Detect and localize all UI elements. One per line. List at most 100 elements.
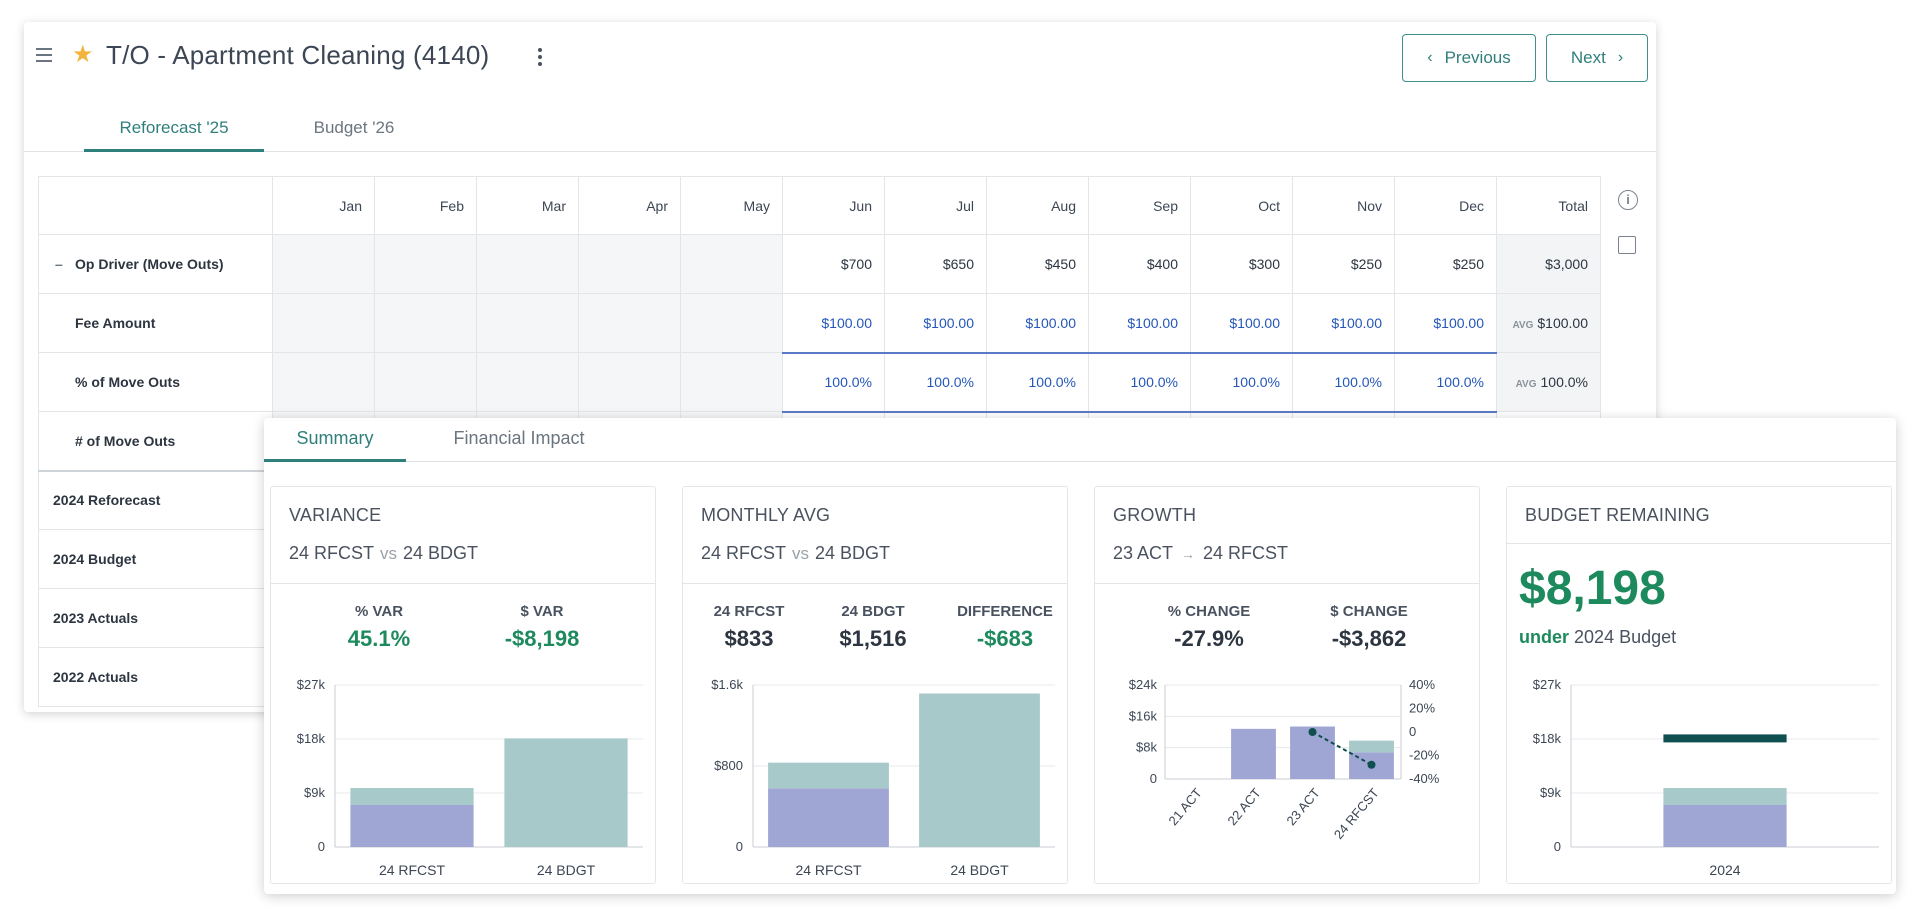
- y-tick-label: $1.6k: [711, 677, 743, 692]
- month-header: Apr: [578, 176, 681, 235]
- input-cell[interactable]: $100.00: [1190, 293, 1293, 353]
- compare-b: 24 RFCST: [1203, 543, 1289, 563]
- tab-financial-impact[interactable]: Financial Impact: [453, 428, 585, 448]
- monthly-avg-card: MONTHLY AVG 24 RFCST vs 24 BDGT 24 RFCST $…: [682, 486, 1068, 884]
- divider: [683, 583, 1067, 584]
- collapse-icon[interactable]: –: [55, 256, 63, 272]
- metric-dollar-change: $ CHANGE -$3,862: [1313, 603, 1425, 652]
- metric-value: -$3,862: [1331, 626, 1407, 651]
- avg-tag: AVG: [1512, 320, 1534, 331]
- y-tick-label: $9k: [304, 785, 325, 800]
- bar: [504, 738, 628, 847]
- tab-summary[interactable]: Summary: [264, 418, 406, 462]
- month-header: Oct: [1190, 176, 1293, 235]
- input-cell[interactable]: $100.00: [782, 293, 885, 353]
- chevron-right-icon: ›: [1617, 49, 1624, 66]
- cell: [578, 234, 681, 294]
- info-icon[interactable]: i: [1618, 190, 1638, 210]
- under-word: under: [1519, 627, 1570, 647]
- cell[interactable]: $250: [1394, 234, 1497, 294]
- grid-corner: [38, 176, 273, 235]
- cell: [476, 352, 579, 412]
- y2-tick-label: -40%: [1409, 771, 1440, 786]
- remaining-caption: under 2024 Budget: [1519, 627, 1676, 648]
- y-tick-label: $16k: [1129, 708, 1158, 723]
- x-tick-label: 24 RFCST: [379, 862, 446, 878]
- history-label: 2024 Budget: [38, 529, 273, 589]
- metric-label: 24 RFCST: [713, 603, 785, 620]
- history-label: 2024 Reforecast: [38, 470, 273, 530]
- x-tick-label: 24 BDGT: [537, 862, 596, 878]
- row-label: Fee Amount: [38, 293, 273, 353]
- input-cell[interactable]: $100.00: [884, 293, 987, 353]
- cell: [374, 352, 477, 412]
- cell: [272, 352, 375, 412]
- page-title: T/O - Apartment Cleaning (4140): [106, 40, 490, 70]
- divider: [271, 583, 655, 584]
- metric-label: DIFFERENCE: [957, 603, 1053, 620]
- metric-label: $ VAR: [520, 603, 564, 620]
- metric-value: $833: [724, 626, 774, 651]
- cell[interactable]: $450: [986, 234, 1089, 294]
- metric-label: % VAR: [354, 603, 404, 620]
- arrow-right-icon: →: [1181, 546, 1196, 562]
- pct-change-line: [1312, 731, 1372, 766]
- total-value: $100.00: [1537, 315, 1588, 331]
- x-tick-label: 23 ACT: [1283, 785, 1322, 828]
- cell[interactable]: $700: [782, 234, 885, 294]
- monthly-avg-chart: 0 $800 $1.6k 24 RFCST 24 BDGT: [711, 677, 1055, 878]
- remaining-value: $8,198: [1519, 562, 1666, 615]
- input-cell[interactable]: 100.0%: [884, 351, 987, 413]
- pct-change-point: [1308, 728, 1317, 736]
- table-row: Fee Amount $100.00 $100.00 $100.00 $100.…: [38, 293, 1601, 353]
- month-header: Nov: [1292, 176, 1395, 235]
- cell: [374, 293, 477, 353]
- input-cell[interactable]: $100.00: [1394, 293, 1497, 353]
- next-button-label: Next: [1570, 48, 1606, 67]
- row-label: % of Move Outs: [38, 352, 273, 412]
- chevron-left-icon: ‹: [1427, 49, 1433, 66]
- y2-tick-label: 40%: [1409, 677, 1435, 692]
- growth-card: GROWTH 23 ACT → 24 RFCST % CHANGE -27.9% $…: [1094, 486, 1480, 884]
- input-cell[interactable]: 100.0%: [986, 351, 1089, 413]
- input-cell[interactable]: 100.0%: [1292, 351, 1395, 413]
- row-label[interactable]: – Op Driver (Move Outs): [38, 234, 273, 294]
- cell[interactable]: $400: [1088, 234, 1191, 294]
- edit-icon[interactable]: [1618, 236, 1636, 254]
- month-header: Mar: [476, 176, 579, 235]
- cell: [476, 234, 579, 294]
- previous-button[interactable]: ‹ Previous: [1402, 34, 1536, 82]
- cell[interactable]: $650: [884, 234, 987, 294]
- menu-icon[interactable]: [36, 48, 56, 64]
- tab-reforecast[interactable]: Reforecast '25: [84, 118, 264, 152]
- input-cell[interactable]: 100.0%: [1088, 351, 1191, 413]
- cell[interactable]: $250: [1292, 234, 1395, 294]
- input-cell[interactable]: $100.00: [1292, 293, 1395, 353]
- summary-panel: Summary Financial Impact VARIANCE 24 RFC…: [264, 418, 1896, 894]
- metric-bdgt: 24 BDGT $1,516: [831, 603, 915, 652]
- input-cell[interactable]: 100.0%: [1394, 351, 1497, 413]
- compare-sep: vs: [792, 544, 810, 563]
- tab-budget[interactable]: Budget '26: [313, 118, 395, 137]
- metric-value: 45.1%: [347, 626, 411, 651]
- y-tick-label: 0: [318, 839, 325, 854]
- next-button[interactable]: Next ›: [1546, 34, 1648, 82]
- x-tick-label: 21 ACT: [1165, 785, 1204, 828]
- total-header: Total: [1496, 176, 1601, 235]
- previous-button-label: Previous: [1444, 48, 1511, 67]
- bar: [768, 788, 889, 847]
- metric-label: 24 BDGT: [841, 603, 905, 620]
- input-cell[interactable]: $100.00: [1088, 293, 1191, 353]
- input-cell[interactable]: $100.00: [986, 293, 1089, 353]
- y2-tick-label: 0: [1409, 724, 1416, 739]
- more-options-icon[interactable]: [536, 48, 544, 70]
- metric-value: -$8,198: [504, 626, 580, 651]
- input-cell[interactable]: 100.0%: [782, 351, 885, 413]
- divider: [1507, 543, 1891, 544]
- bar: [350, 788, 474, 805]
- header-bar: ★ T/O - Apartment Cleaning (4140) ‹ Prev…: [24, 22, 1656, 92]
- cell[interactable]: $300: [1190, 234, 1293, 294]
- star-icon[interactable]: ★: [72, 41, 94, 68]
- bar: [768, 762, 889, 789]
- input-cell[interactable]: 100.0%: [1190, 351, 1293, 413]
